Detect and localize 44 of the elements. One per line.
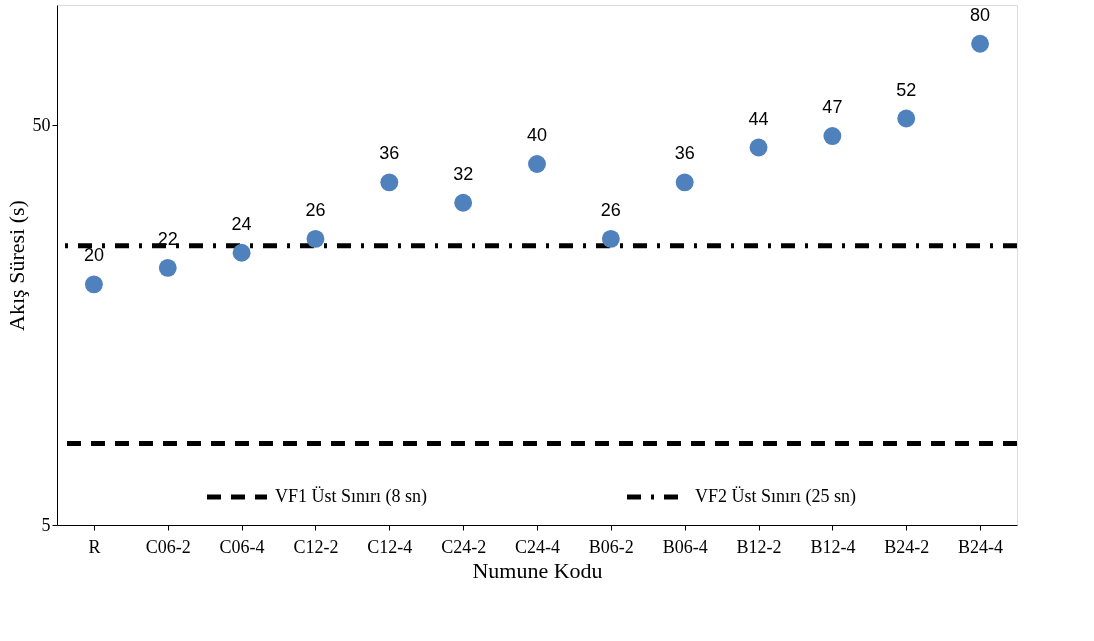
y-axis-title: Akış Süresi (s) (3, 200, 29, 331)
x-tick-label: R (88, 536, 101, 557)
point (158, 258, 177, 277)
data-label: 80 (970, 4, 991, 25)
x-tick-label: C12-4 (367, 536, 413, 557)
x-tick-label: B24-4 (958, 536, 1004, 557)
legend-label: VF2 Üst Sınırı (25 sn) (695, 486, 857, 507)
data-label: 40 (526, 125, 548, 146)
point (232, 243, 251, 262)
point (971, 34, 990, 53)
x-axis-title: Numune Kodu (472, 557, 603, 583)
point (380, 173, 399, 192)
x-tick-label: B12-4 (810, 536, 856, 557)
point (306, 229, 325, 248)
point (749, 138, 768, 157)
y-tick-label: 50 (32, 114, 51, 135)
x-tick-label: C06-2 (145, 536, 191, 557)
data-label: 36 (674, 143, 695, 164)
data-label: 24 (231, 213, 252, 234)
x-tick-label: C06-4 (219, 536, 265, 557)
data-label: 26 (305, 199, 326, 220)
x-tick-label: C24-4 (515, 536, 560, 557)
x-tick-label: C24-2 (441, 536, 487, 557)
data-label: 47 (822, 97, 843, 118)
point (601, 229, 620, 248)
point (675, 173, 694, 192)
data-label: 26 (600, 199, 621, 220)
x-tick-label: C12-2 (293, 536, 339, 557)
data-label: 32 (453, 163, 474, 184)
y-tick-label: 5 (41, 514, 51, 535)
legend-label: VF1 Üst Sınırı (8 sn) (275, 486, 428, 507)
point (454, 193, 473, 212)
data-label: 44 (748, 108, 769, 129)
data-label: 36 (379, 143, 400, 164)
point (823, 127, 842, 145)
x-tick-label: B24-2 (884, 536, 930, 557)
x-tick-label: B12-2 (736, 536, 782, 557)
x-tick-label: B06-4 (662, 536, 708, 557)
point (528, 155, 546, 173)
x-tick-label: B06-2 (588, 536, 634, 557)
data-label: 52 (896, 79, 917, 100)
point (897, 109, 916, 128)
data-label: 20 (83, 245, 104, 266)
point (84, 275, 103, 294)
